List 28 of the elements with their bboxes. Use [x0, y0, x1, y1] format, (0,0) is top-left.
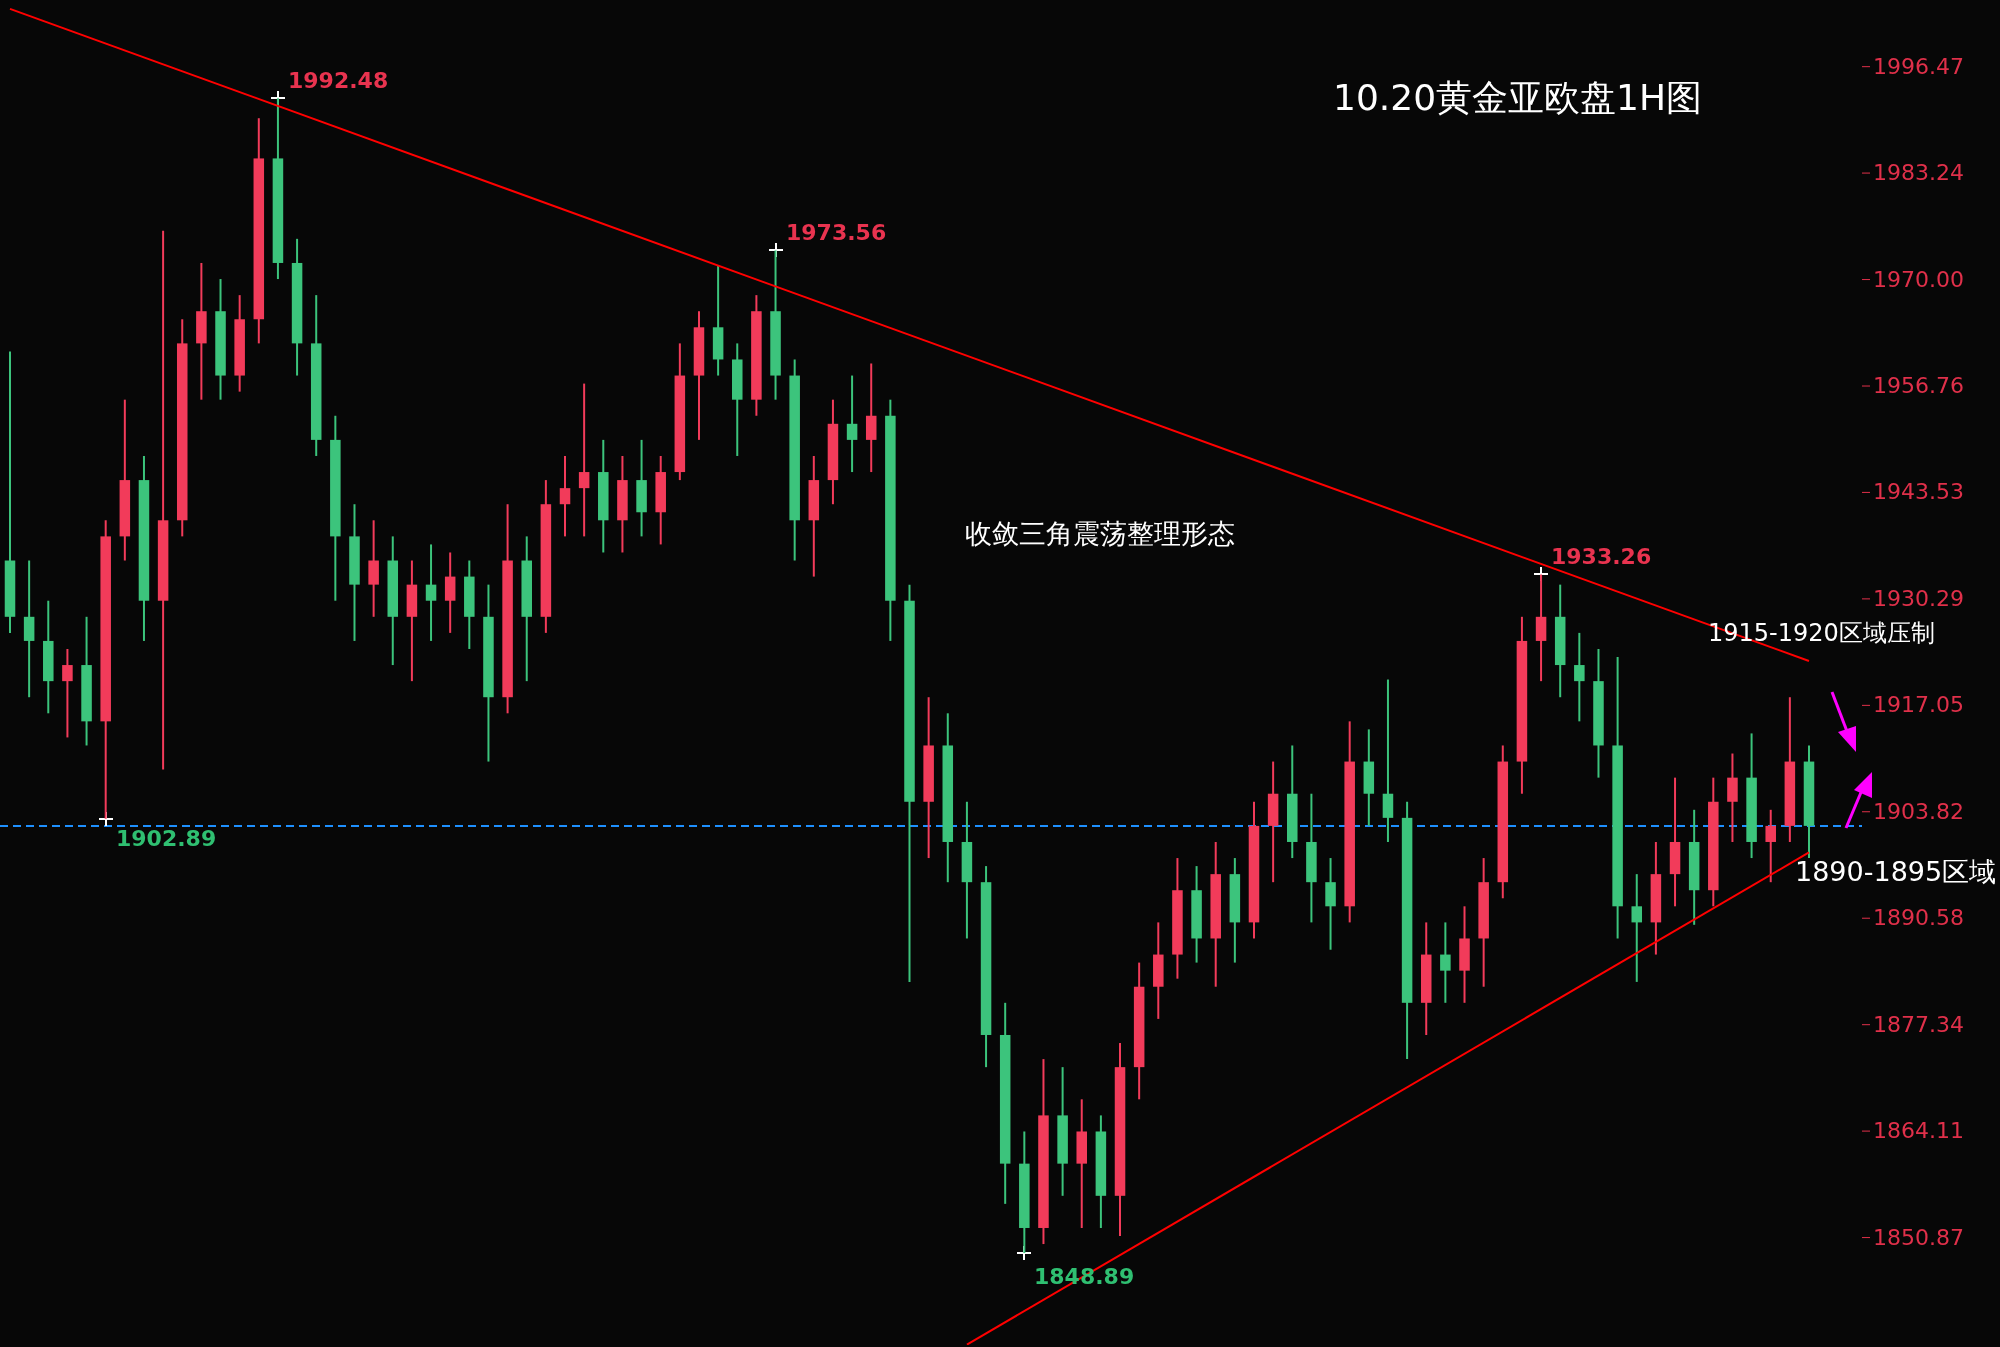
y-tick-label: 1903.82	[1873, 798, 1964, 824]
y-tick-label: 1943.53	[1873, 479, 1964, 505]
annotation: 1902.89	[116, 826, 217, 851]
y-tick-label: 1917.05	[1873, 692, 1964, 718]
candlestick	[425, 543, 437, 642]
annotation: 1890-1895区域	[1795, 855, 1997, 887]
candlestick	[62, 647, 73, 739]
text: 10.20黄金亚欧盘1H图	[1333, 77, 1703, 118]
y-tick-label: 1956.76	[1873, 373, 1964, 399]
annotation: 收敛三角震荡整理形态	[965, 517, 1235, 549]
y-tick-label: 1890.58	[1873, 905, 1964, 931]
y-tick-label: 1970.00	[1873, 266, 1964, 292]
y-tick-label: 1930.29	[1873, 585, 1964, 611]
candlestick	[1440, 921, 1451, 1004]
candlestick	[1631, 873, 1643, 983]
y-tick-label: 1864.11	[1873, 1118, 1964, 1144]
y-tick-label: 1877.34	[1873, 1011, 1964, 1037]
annotation: 1973.56	[786, 220, 887, 245]
y-tick-label: 1850.87	[1873, 1224, 1964, 1250]
y-tick-label: 1996.47	[1873, 53, 1964, 79]
candlestick	[1765, 808, 1776, 884]
candlestick	[846, 374, 858, 474]
y-tick-label: 1983.24	[1873, 160, 1964, 186]
candlestick	[1574, 631, 1585, 723]
annotation: 1933.26	[1551, 544, 1652, 569]
candlestick	[559, 454, 571, 538]
candlestick	[578, 382, 590, 538]
annotation: 1992.48	[288, 68, 389, 93]
